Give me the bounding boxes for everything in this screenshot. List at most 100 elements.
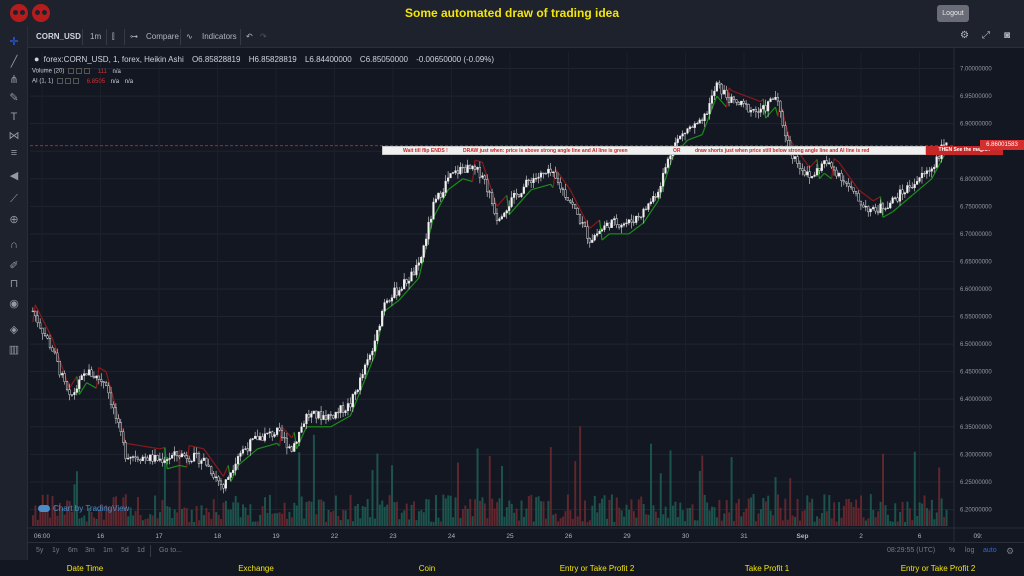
volume-bar [452, 517, 455, 526]
ai-line-segment [897, 205, 901, 209]
candle-body [661, 172, 665, 187]
goto-button[interactable]: Go to... [159, 547, 182, 554]
crosshair-icon[interactable]: ✛ [9, 35, 19, 48]
candle-body [344, 410, 347, 413]
watermark[interactable]: Chart by TradingView [38, 504, 129, 513]
volume-bar [210, 518, 213, 526]
volume-bar [706, 502, 709, 526]
chart-area[interactable]: 7.000000006.950000006.900000006.85000000… [28, 48, 1024, 542]
candle-body [146, 457, 149, 461]
range-6m[interactable]: 6m [68, 547, 78, 554]
settings-icon[interactable] [76, 68, 83, 74]
ai-line-segment [244, 456, 249, 460]
ai-line-segment [931, 173, 935, 180]
indicators-button[interactable]: Indicators [202, 32, 237, 41]
close-icon[interactable] [73, 78, 80, 84]
trash-icon[interactable]: ▥ [8, 343, 20, 356]
ai-line-segment [838, 161, 842, 167]
redo-icon[interactable]: ↷ [260, 32, 267, 41]
volume-bar [857, 507, 860, 526]
candle-body [776, 96, 779, 102]
text-tool-icon[interactable]: T [10, 111, 18, 123]
candle-body [378, 325, 381, 331]
candle-body [280, 430, 284, 438]
settings-gear-icon[interactable]: ⚙ [960, 30, 969, 41]
stay-drawing-icon[interactable]: ✐ [9, 259, 19, 272]
candle-body [798, 163, 801, 169]
layers-icon[interactable]: ◈ [9, 323, 19, 336]
axis-settings-gear-icon[interactable]: ⚙ [1006, 546, 1015, 556]
volume-bar [403, 510, 406, 526]
candle-body [859, 200, 863, 206]
volume-bar [835, 521, 838, 526]
volume-bar [159, 512, 161, 526]
trend-line-icon[interactable]: ╱ [10, 55, 18, 68]
candle-body [288, 446, 291, 449]
fib-icon[interactable]: ≡ [10, 147, 18, 159]
close-icon[interactable] [84, 68, 91, 74]
auto-toggle[interactable]: auto [983, 547, 997, 554]
candle-body [832, 166, 836, 171]
eye-icon[interactable]: ◉ [9, 297, 19, 310]
magnet-icon[interactable]: ∩ [10, 239, 18, 251]
volume-bar [713, 507, 716, 526]
utc-clock[interactable]: 08:29:55 (UTC) [887, 547, 936, 554]
interval-button[interactable]: 1m [90, 32, 102, 41]
ai-line-segment [401, 294, 405, 298]
ai-line-segment [100, 368, 104, 371]
ai-line-segment [300, 432, 305, 439]
volume-bar [268, 494, 271, 526]
ruler-icon[interactable]: ⟋ [10, 192, 18, 205]
range-1d[interactable]: 1d [137, 547, 145, 554]
candle-body [620, 224, 623, 228]
logout-button[interactable]: Logout [937, 5, 969, 22]
price-chart[interactable]: 7.000000006.950000006.900000006.85000000… [28, 48, 1024, 542]
candle-body [134, 456, 137, 459]
eye-toggle-icon[interactable] [57, 78, 64, 84]
range-5y[interactable]: 5y [36, 547, 44, 554]
candle-body [407, 280, 411, 284]
candle-body [593, 235, 596, 241]
compare-button[interactable]: Compare [146, 32, 179, 41]
chart-style-icon[interactable]: ⫿ [112, 32, 115, 41]
compare-icon[interactable]: ⊶ [130, 32, 138, 41]
pattern-icon[interactable]: ⋈ [8, 129, 20, 142]
volume-bar [366, 498, 369, 526]
candle-body [87, 369, 91, 376]
volume-bar [891, 521, 894, 526]
ai-line-segment [489, 184, 493, 192]
snapshot-camera-icon[interactable]: ◙ [1004, 30, 1011, 41]
indicators-icon[interactable]: ∿ [186, 32, 193, 41]
range-3m[interactable]: 3m [85, 547, 95, 554]
ai-line-segment [689, 137, 693, 140]
settings-icon[interactable] [65, 78, 72, 84]
pitchfork-icon[interactable]: ⋔ [9, 73, 19, 86]
volume-bar [540, 501, 543, 526]
lock-icon[interactable]: ⊓ [9, 277, 19, 290]
volume-bar [112, 497, 115, 526]
undo-icon[interactable]: ↶ [246, 32, 253, 41]
eye-toggle-icon[interactable] [68, 68, 75, 74]
range-5d[interactable]: 5d [121, 547, 129, 554]
brush-icon[interactable]: ✎ [9, 91, 19, 104]
ai-line-segment [562, 179, 566, 184]
fullscreen-icon[interactable]: ⤢ [982, 30, 990, 41]
range-1m[interactable]: 1m [103, 547, 113, 554]
ai-line-segment [855, 185, 859, 191]
volume-bar [772, 515, 775, 526]
owl-logo-icon-2 [32, 4, 50, 22]
volume-bar [417, 511, 420, 526]
candle-body [505, 210, 508, 214]
log-toggle[interactable]: log [965, 547, 975, 554]
candle-body [109, 392, 113, 405]
symbol-search[interactable]: CORN_USD [36, 32, 81, 41]
ai-line-segment [481, 162, 486, 170]
candle-body [686, 128, 689, 134]
back-arrow-icon[interactable]: ◀ [9, 169, 19, 182]
ai-line-segment [555, 168, 559, 173]
volume-bar [923, 495, 926, 526]
percent-toggle[interactable]: % [949, 547, 956, 554]
volume-bar [830, 518, 833, 526]
zoom-icon[interactable]: ⊕ [9, 213, 19, 226]
range-1y[interactable]: 1y [52, 547, 60, 554]
